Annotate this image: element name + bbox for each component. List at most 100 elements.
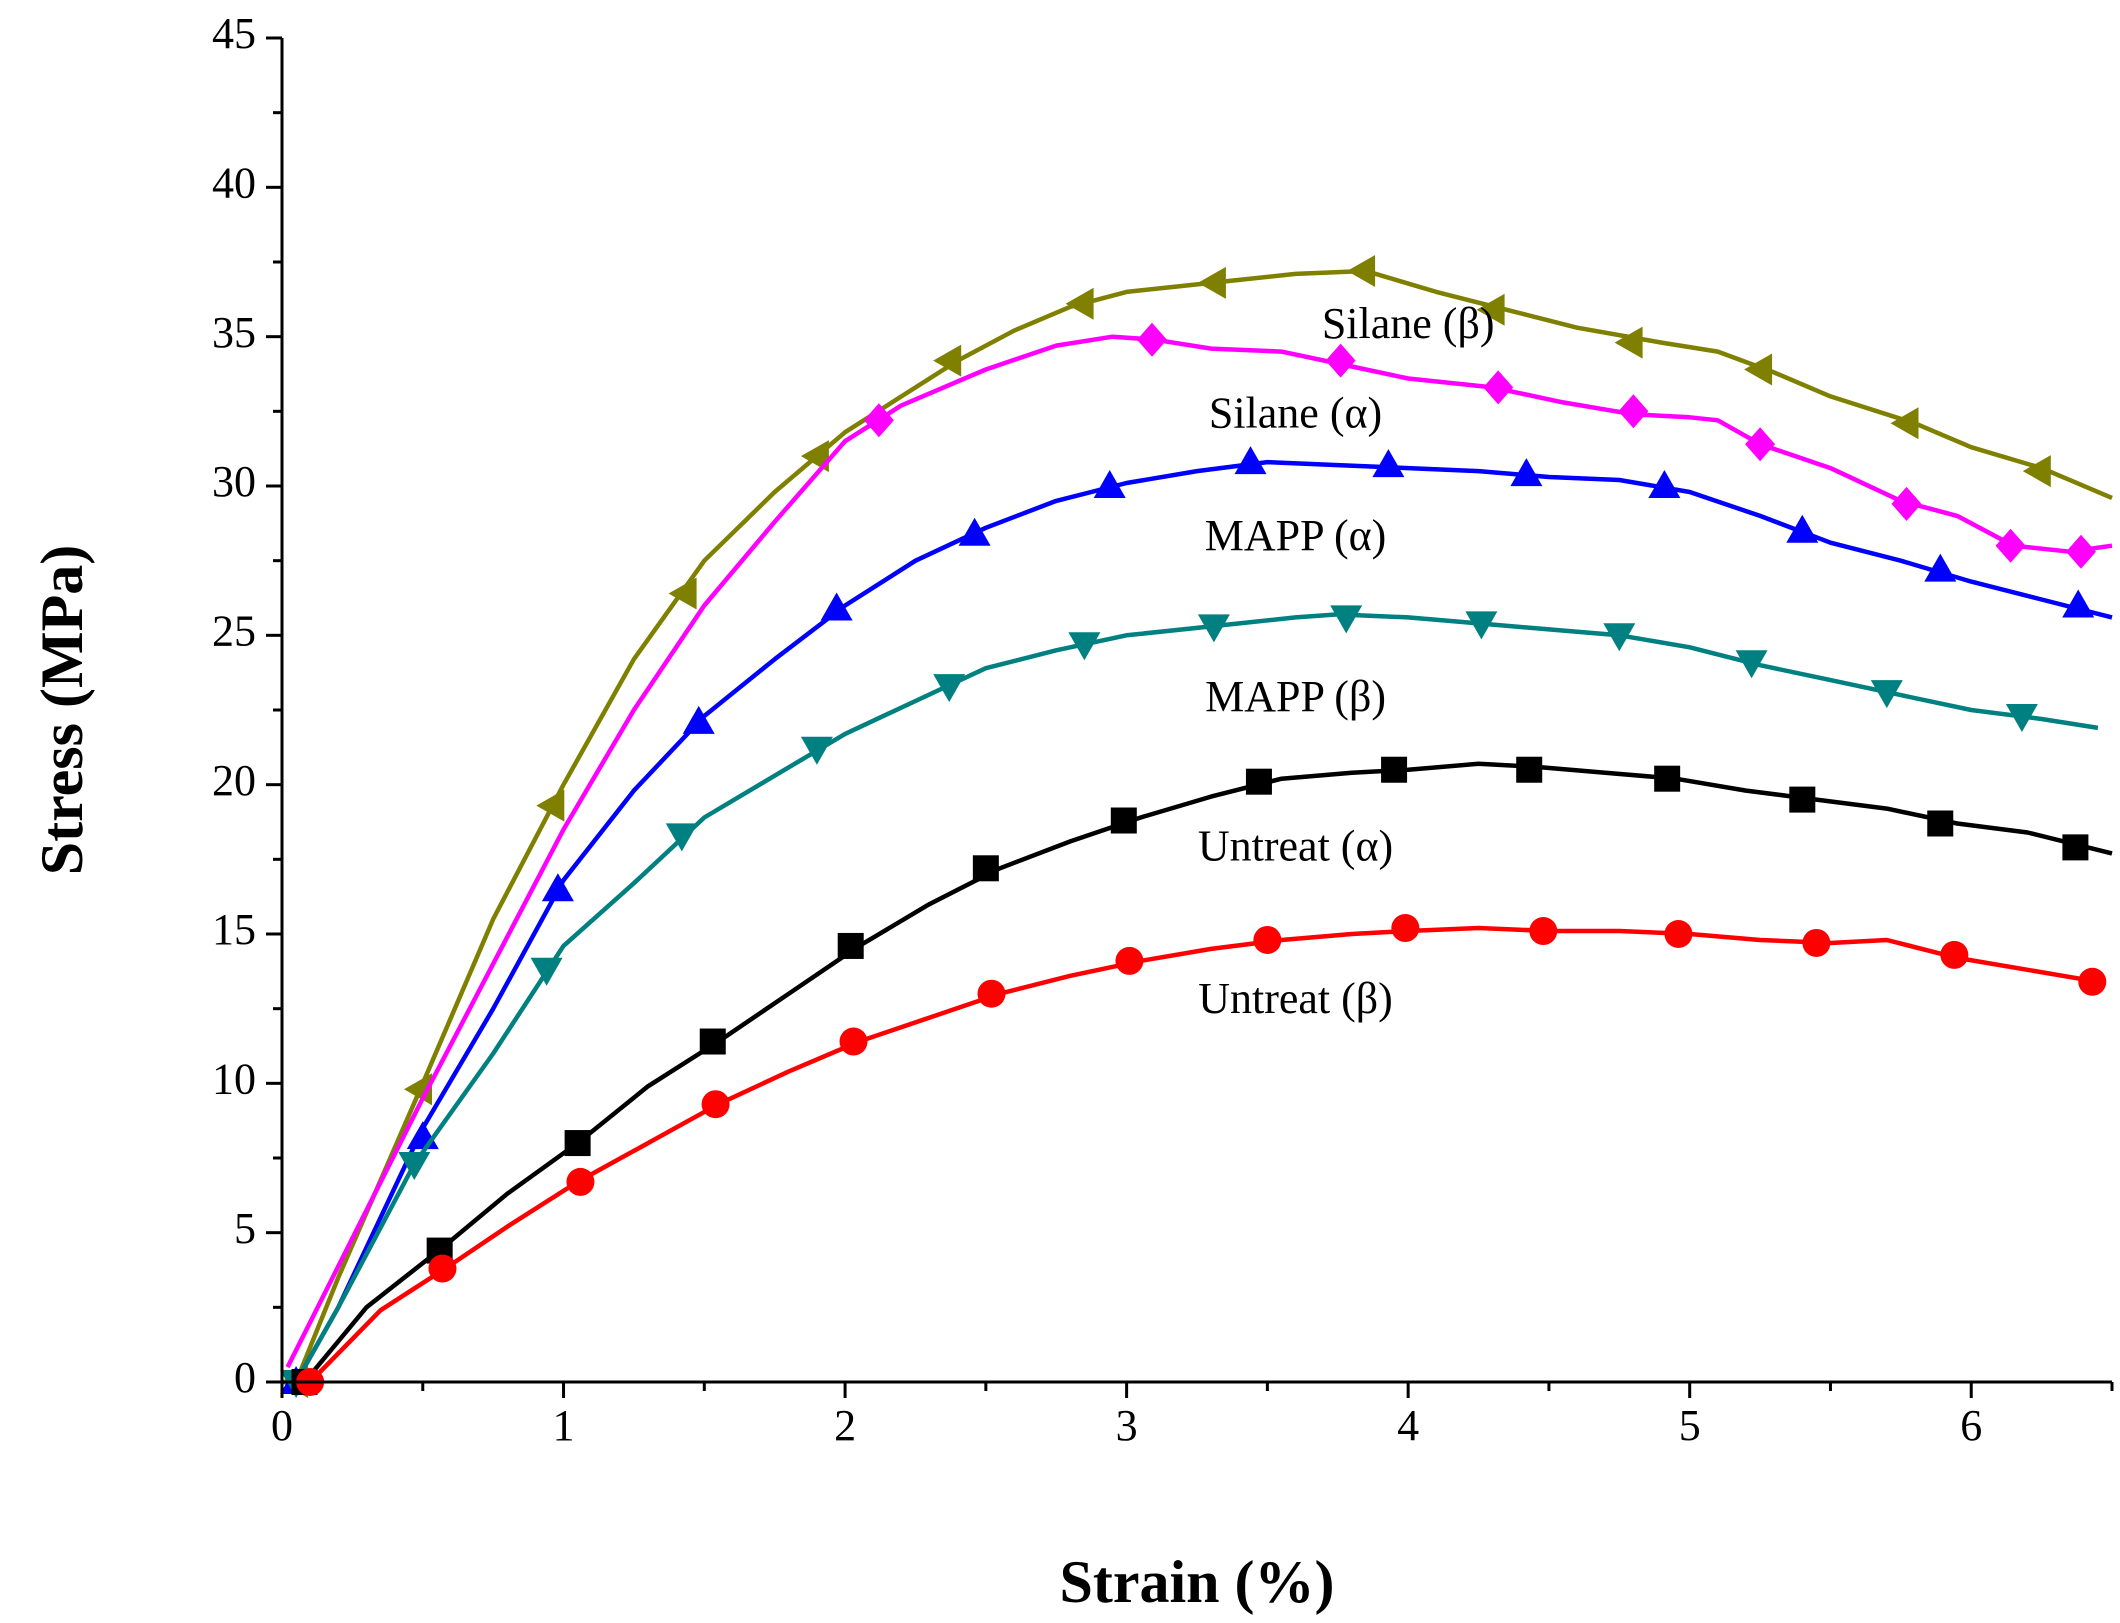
data-point	[2066, 534, 2096, 569]
data-point	[800, 736, 833, 765]
data-point	[1654, 765, 1681, 792]
data-point	[530, 957, 563, 986]
data-point	[1890, 407, 1919, 440]
y-tick-label: 35	[212, 308, 256, 357]
data-point	[1802, 928, 1831, 957]
series-2	[280, 446, 2113, 1394]
data-point	[1381, 756, 1408, 783]
data-point	[665, 823, 698, 852]
data-point	[839, 1027, 868, 1056]
series-layer	[280, 255, 2113, 1398]
data-point	[541, 873, 574, 902]
data-point	[668, 577, 697, 610]
annotation-layer: Silane (β) Silane (α) MAPP (α) MAPP (β) Untr…	[1198, 299, 1495, 1023]
data-point	[1516, 756, 1543, 783]
data-point	[800, 440, 829, 473]
data-point	[1476, 293, 1505, 326]
data-point	[1995, 528, 2026, 563]
data-point	[863, 403, 894, 438]
data-point	[933, 344, 962, 377]
data-point	[428, 1254, 457, 1283]
x-axis-title: Strain (%)	[1060, 1549, 1335, 1615]
data-point	[1110, 807, 1137, 834]
data-point	[2062, 589, 2095, 618]
series-line	[294, 459, 2113, 1384]
data-point	[1372, 449, 1405, 478]
y-tick-label: 15	[212, 905, 256, 954]
data-point	[958, 517, 991, 546]
series-label: Silane (α)	[1209, 388, 1382, 437]
data-point	[2062, 834, 2089, 861]
data-point	[1603, 623, 1636, 652]
x-tick-label: 5	[1679, 1401, 1701, 1450]
data-point	[977, 979, 1006, 1008]
data-point	[2078, 967, 2107, 996]
series-1	[285, 322, 2113, 1369]
data-point	[1786, 514, 1819, 543]
series-5	[296, 914, 2107, 1396]
data-point	[1197, 266, 1226, 299]
data-point	[1618, 394, 1649, 429]
data-point	[536, 789, 565, 822]
series-3	[280, 605, 2099, 1398]
y-axis-title: Stress (MPa)	[29, 545, 95, 875]
y-tick-label: 5	[234, 1204, 256, 1253]
data-point	[1789, 786, 1816, 813]
data-point	[1391, 914, 1420, 943]
data-point	[1234, 446, 1267, 475]
series-line	[294, 612, 2099, 1384]
x-tick-label: 3	[1116, 1401, 1138, 1450]
data-point	[1093, 470, 1126, 498]
y-tick-label: 10	[212, 1054, 256, 1103]
data-point	[1870, 680, 1903, 709]
data-point	[1245, 768, 1272, 795]
data-point	[1510, 458, 1543, 487]
data-point	[1744, 353, 1773, 386]
data-point	[1648, 470, 1681, 498]
data-point	[1745, 427, 1776, 462]
data-point	[1325, 343, 1356, 378]
y-tick-label: 0	[234, 1353, 256, 1402]
data-point	[1483, 370, 1514, 405]
data-point	[1137, 322, 1167, 357]
y-tick-label: 45	[212, 9, 256, 58]
data-point	[1347, 255, 1376, 287]
series-label: Untreat (α)	[1198, 821, 1393, 870]
data-point	[972, 855, 999, 882]
series-label: Silane (β)	[1322, 299, 1495, 348]
data-point	[1891, 486, 1922, 521]
x-tick-label: 1	[553, 1401, 575, 1450]
x-tick-label: 2	[834, 1401, 856, 1450]
data-point	[682, 705, 715, 734]
data-point	[1197, 614, 1230, 643]
data-point	[1065, 287, 1094, 320]
series-label: MAPP (β)	[1205, 672, 1386, 721]
data-point	[1330, 605, 1363, 634]
series-line	[285, 334, 2113, 1369]
data-point	[398, 1152, 431, 1180]
data-point	[1664, 920, 1693, 948]
data-point	[566, 1167, 595, 1196]
series-label: Untreat (β)	[1198, 974, 1393, 1023]
data-point	[1940, 940, 1969, 969]
x-tick-label: 4	[1397, 1401, 1419, 1450]
series-line	[294, 268, 2113, 1383]
x-tick-label: 0	[271, 1401, 293, 1450]
y-tick-label: 25	[212, 606, 256, 655]
data-point	[1253, 925, 1282, 954]
data-point	[564, 1130, 591, 1157]
data-point	[1115, 946, 1144, 975]
data-point	[1529, 917, 1558, 946]
data-point	[1465, 611, 1498, 640]
series-0	[280, 255, 2113, 1398]
y-tick-label: 30	[212, 457, 256, 506]
data-point	[1927, 810, 1954, 837]
data-point	[699, 1028, 726, 1055]
series-label: MAPP (α)	[1205, 511, 1387, 560]
data-point	[1924, 553, 1957, 582]
data-point	[1735, 650, 1768, 679]
data-point	[837, 932, 864, 959]
y-tick-label: 40	[212, 158, 256, 207]
